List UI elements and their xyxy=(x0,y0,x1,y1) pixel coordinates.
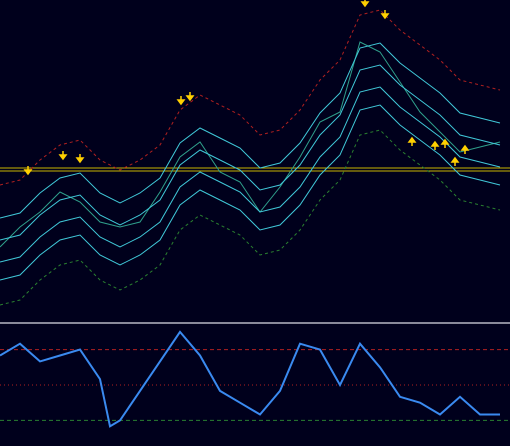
signal-arrow xyxy=(430,140,440,150)
signal-arrow xyxy=(407,136,417,146)
signal-arrow xyxy=(75,154,85,164)
series-line xyxy=(0,104,501,281)
series-line xyxy=(0,9,501,186)
series-line xyxy=(0,64,501,241)
series-line xyxy=(0,129,501,306)
signal-arrow xyxy=(58,151,68,161)
signal-arrow xyxy=(23,166,33,176)
signal-arrow xyxy=(440,138,450,148)
signal-arrow xyxy=(176,96,186,106)
signal-arrow xyxy=(460,144,470,154)
series-line xyxy=(0,330,500,428)
signal-arrow xyxy=(380,10,390,20)
signal-arrow xyxy=(360,0,370,8)
series-line xyxy=(0,41,501,248)
series-line xyxy=(0,42,501,219)
signal-arrow xyxy=(185,92,195,102)
series-line xyxy=(0,86,501,263)
signal-arrow xyxy=(450,156,460,166)
